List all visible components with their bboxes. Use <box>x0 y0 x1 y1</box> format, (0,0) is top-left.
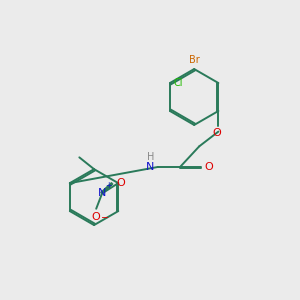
Text: O: O <box>212 128 221 138</box>
Text: O: O <box>92 212 100 222</box>
Text: O: O <box>116 178 125 188</box>
Text: H: H <box>147 152 154 162</box>
Text: Cl: Cl <box>173 78 183 88</box>
Text: N: N <box>146 162 154 172</box>
Text: O: O <box>204 162 213 172</box>
Text: Br: Br <box>189 56 200 65</box>
Text: +: + <box>106 181 112 190</box>
Text: −: − <box>100 213 109 223</box>
Text: N: N <box>98 188 106 198</box>
